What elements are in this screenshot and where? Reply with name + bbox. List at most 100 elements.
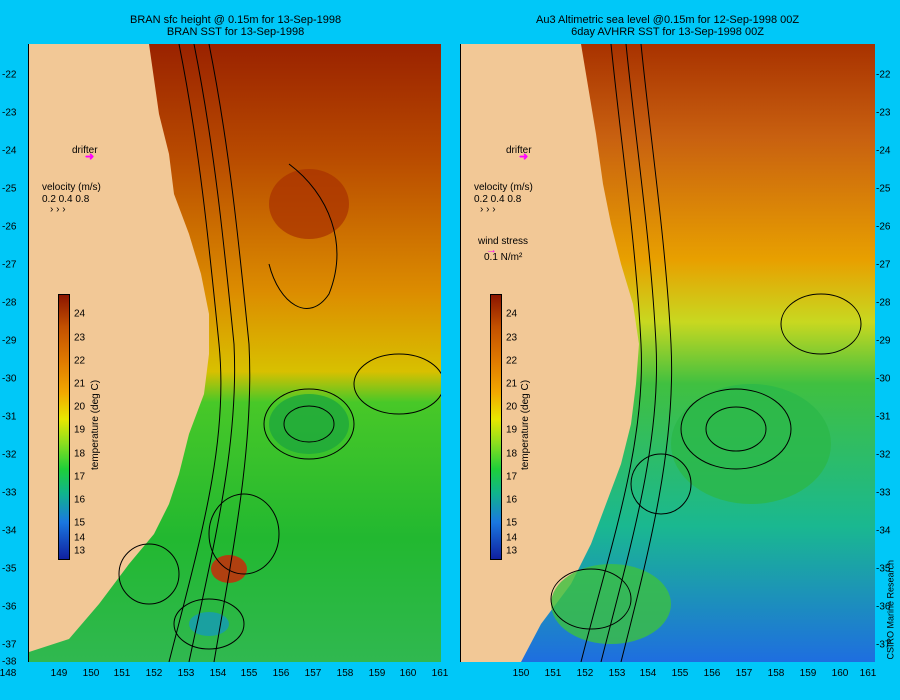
x-tick-label: 160 xyxy=(831,668,849,679)
y-tick-label: -35 xyxy=(2,563,17,575)
x-tick-label: 157 xyxy=(304,668,322,679)
x-tick-label: 151 xyxy=(544,668,562,679)
y-tick-label: -38 xyxy=(2,656,17,668)
colorbar-tick-label: 18 xyxy=(74,448,86,460)
x-tick-label: 158 xyxy=(767,668,785,679)
colorbar-tick-label: 14 xyxy=(506,532,518,544)
x-tick-label: 152 xyxy=(576,668,594,679)
x-tick-label: 158 xyxy=(336,668,354,679)
x-tick-label: 150 xyxy=(512,668,530,679)
colorbar-tick-label: 21 xyxy=(74,378,86,390)
y-tick-label: -24 xyxy=(2,145,17,157)
left-map-panel xyxy=(28,44,441,662)
colorbar-tick-label: 23 xyxy=(74,332,86,344)
wind-stress-value: 0.1 N/m² xyxy=(484,252,523,263)
y-tick-label: -37 xyxy=(876,639,891,651)
x-tick-label: 161 xyxy=(431,668,449,679)
y-tick-label: -33 xyxy=(2,487,17,499)
ocean-area xyxy=(521,44,875,662)
right-map-svg xyxy=(521,44,875,662)
y-tick-label: -32 xyxy=(876,449,891,461)
colorbar-tick-label: 19 xyxy=(506,424,518,436)
colorbar-tick-label: 16 xyxy=(506,494,518,506)
y-tick-label: -33 xyxy=(876,487,891,499)
y-tick-label: -25 xyxy=(876,183,891,195)
velocity-arrows-icon: › › › xyxy=(480,204,496,215)
x-tick-label: 159 xyxy=(368,668,386,679)
x-tick-label: 153 xyxy=(177,668,195,679)
drifter-arrow-icon: ➜ xyxy=(519,151,529,163)
right-title-line1: Au3 Altimetric sea level @0.15m for 12-S… xyxy=(536,14,800,26)
contour-lines xyxy=(118,44,441,662)
velocity-scale: 0.2 0.4 0.8 xyxy=(474,194,522,205)
x-tick-label: 150 xyxy=(82,668,100,679)
y-tick-label: -31 xyxy=(2,411,17,423)
y-tick-label: -34 xyxy=(2,525,17,537)
x-tick-label: 154 xyxy=(639,668,657,679)
y-tick-label: -35 xyxy=(876,563,891,575)
velocity-title: velocity (m/s) xyxy=(42,182,101,193)
drifter-label: drifter xyxy=(506,145,532,156)
y-tick-label: -32 xyxy=(2,449,17,461)
x-tick-label: 157 xyxy=(735,668,753,679)
y-tick-label: -36 xyxy=(2,601,17,613)
colorbar-tick-label: 22 xyxy=(506,355,518,367)
colorbar-tick-label: 20 xyxy=(74,401,86,413)
x-tick-label: 159 xyxy=(799,668,817,679)
colorbar-tick-label: 21 xyxy=(506,378,518,390)
left-title: BRAN sfc height @ 0.15m for 13-Sep-1998 … xyxy=(130,14,341,38)
right-title: Au3 Altimetric sea level @0.15m for 12-S… xyxy=(536,14,799,38)
drifter-label: drifter xyxy=(72,145,98,156)
colorbar-tick-label: 19 xyxy=(74,424,86,436)
y-tick-label: -22 xyxy=(2,69,17,81)
credit-text: CSIRO Marine Research xyxy=(886,560,896,660)
y-tick-label: -37 xyxy=(2,639,17,651)
y-tick-label: -29 xyxy=(2,335,17,347)
y-tick-label: -28 xyxy=(2,297,17,309)
x-tick-label: 152 xyxy=(145,668,163,679)
colorbar-tick-label: 13 xyxy=(74,545,86,557)
y-tick-label: -27 xyxy=(876,259,891,271)
right-colorbar xyxy=(490,294,502,560)
left-title-line1: BRAN sfc height @ 0.15m for 13-Sep-1998 xyxy=(130,14,342,26)
contour-lines xyxy=(550,44,862,662)
colorbar-tick-label: 17 xyxy=(506,471,518,483)
y-tick-label: -26 xyxy=(876,221,891,233)
x-tick-label: 161 xyxy=(859,668,877,679)
x-tick-label: 156 xyxy=(272,668,290,679)
x-tick-label: 153 xyxy=(608,668,626,679)
y-tick-label: -22 xyxy=(876,69,891,81)
right-map-panel xyxy=(460,44,875,662)
velocity-title: velocity (m/s) xyxy=(474,182,533,193)
colorbar-tick-label: 23 xyxy=(506,332,518,344)
x-tick-label: 160 xyxy=(399,668,417,679)
colorbar-tick-label: 24 xyxy=(74,308,86,320)
y-tick-label: -30 xyxy=(2,373,17,385)
colorbar-tick-label: 14 xyxy=(74,532,86,544)
y-tick-label: -29 xyxy=(876,335,891,347)
colorbar-tick-label: 16 xyxy=(74,494,86,506)
x-tick-label: 156 xyxy=(703,668,721,679)
right-title-line2: 6day AVHRR SST for 13-Sep-1998 00Z xyxy=(571,26,764,38)
colorbar-tick-label: 15 xyxy=(506,517,518,529)
x-tick-label: 151 xyxy=(113,668,131,679)
y-tick-label: -27 xyxy=(2,259,17,271)
x-tick-label: 155 xyxy=(240,668,258,679)
right-colorbar-title: temperature (deg C) xyxy=(520,379,531,470)
colorbar-tick-label: 15 xyxy=(74,517,86,529)
y-tick-label: -28 xyxy=(876,297,891,309)
wind-stress-title: wind stress xyxy=(478,236,529,247)
colorbar-tick-label: 17 xyxy=(74,471,86,483)
x-tick-label: 155 xyxy=(671,668,689,679)
left-title-line2: BRAN SST for 13-Sep-1998 xyxy=(166,26,305,38)
drifter-arrow-icon: ➜ xyxy=(85,151,95,163)
y-tick-label: -30 xyxy=(876,373,891,385)
left-colorbar xyxy=(58,294,70,560)
x-tick-label: 148 xyxy=(0,668,17,679)
wind-stress-arrow-icon: → xyxy=(486,244,497,256)
velocity-arrows-icon: › › › xyxy=(50,204,66,215)
velocity-scale: 0.2 0.4 0.8 xyxy=(42,194,90,205)
y-tick-label: -24 xyxy=(876,145,891,157)
y-tick-label: -23 xyxy=(876,107,891,119)
colorbar-tick-label: 22 xyxy=(74,355,86,367)
